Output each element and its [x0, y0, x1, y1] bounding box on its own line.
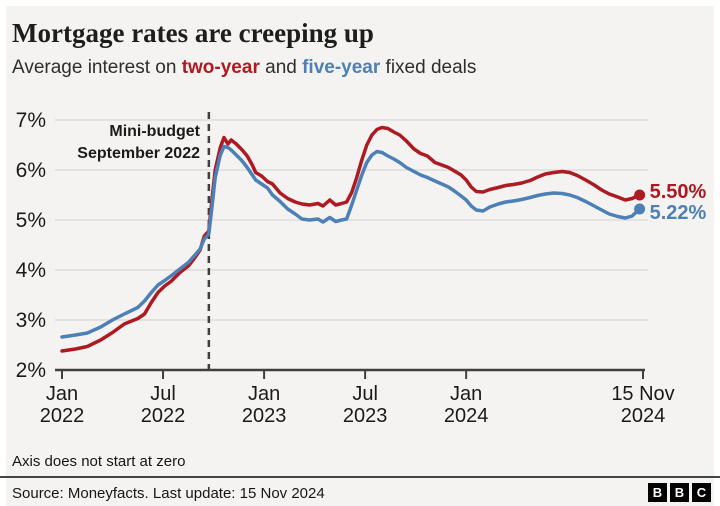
x-tick-label: Jul — [352, 383, 378, 405]
x-tick-label: Jan — [46, 383, 78, 405]
series-line-five-year — [60, 144, 642, 339]
bbc-logo: B B C — [648, 483, 711, 502]
annotation-line-1: Mini-budget — [109, 123, 200, 140]
x-tick-label: 15 Nov — [611, 383, 674, 405]
bbc-logo-letter: B — [648, 483, 667, 502]
x-tick-label: 2024 — [444, 405, 489, 427]
mini-budget-annotation: Mini-budget September 2022 — [0, 121, 200, 165]
footer-divider — [0, 476, 720, 478]
x-tick-label: Jan — [248, 383, 280, 405]
y-tick-label: 7% — [16, 109, 46, 132]
x-tick-label: 2024 — [621, 405, 666, 427]
x-tick-label: Jan — [450, 383, 482, 405]
series-end-label-five-year: 5.22% — [650, 202, 707, 224]
y-tick-label: 2% — [16, 359, 46, 382]
bbc-logo-letter: B — [670, 483, 689, 502]
two-year-legend-label: two-year — [181, 57, 260, 78]
x-tick-label: 2023 — [242, 405, 287, 427]
chart-title: Mortgage rates are creeping up — [12, 18, 374, 48]
chart-background-panel — [6, 6, 714, 506]
series-end-dot-five-year — [634, 203, 646, 215]
y-tick-label: 6% — [16, 159, 46, 182]
series-end-label-two-year: 5.50% — [650, 181, 707, 203]
source-text: Source: Moneyfacts. Last update: 15 Nov … — [12, 485, 325, 502]
series-end-dot-two-year — [634, 189, 646, 201]
subtitle-suffix: fixed deals — [380, 57, 477, 78]
x-tick-label: 2022 — [141, 405, 186, 427]
series-line-two-year — [60, 125, 642, 353]
x-tick-label: Jul — [150, 383, 176, 405]
x-tick-label: 2023 — [343, 405, 388, 427]
y-tick-label: 4% — [16, 259, 46, 282]
axis-note: Axis does not start at zero — [12, 453, 186, 470]
five-year-legend-label: five-year — [302, 57, 381, 78]
y-tick-label: 5% — [16, 209, 46, 232]
bbc-logo-letter: C — [692, 483, 711, 502]
x-tick-label: 2022 — [40, 405, 85, 427]
y-tick-label: 3% — [16, 309, 46, 332]
annotation-line-2: September 2022 — [77, 145, 200, 162]
subtitle-prefix: Average interest on — [12, 57, 182, 78]
chart-subtitle: Average interest on two-year and five-ye… — [12, 56, 702, 79]
subtitle-and: and — [259, 57, 303, 78]
